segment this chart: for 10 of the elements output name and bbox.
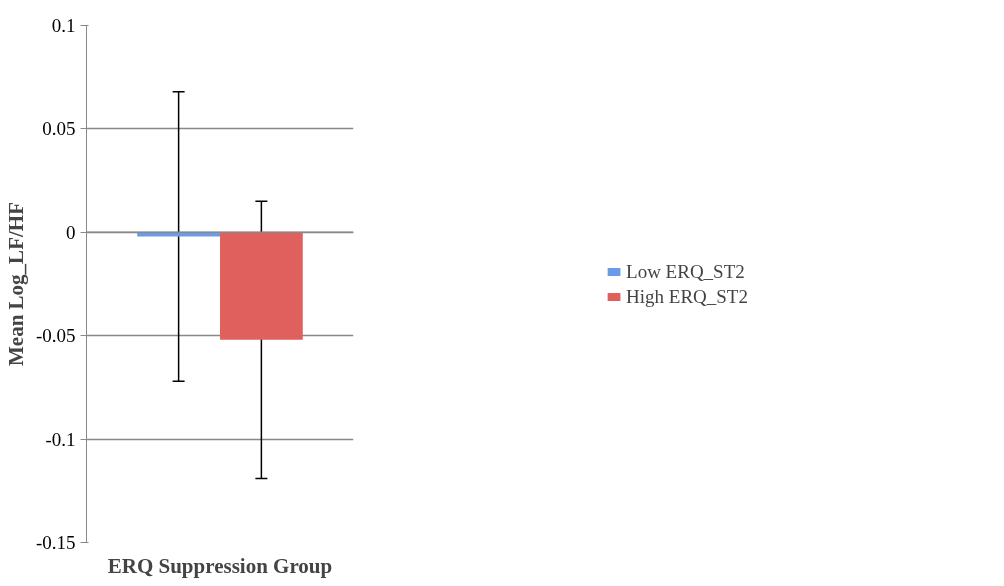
y-tick-label: 0 (66, 221, 76, 243)
y-tick-label: -0.1 (45, 428, 76, 450)
legend-label: Low ERQ_ST2 (626, 260, 745, 282)
x-axis-title: ERQ Suppression Group (107, 553, 333, 578)
y-tick-label: -0.15 (35, 532, 76, 553)
y-tick-label: -0.05 (35, 325, 76, 347)
y-tick-label: 0.1 (51, 15, 76, 36)
y-axis-title: Mean Log_LF/HF (3, 202, 28, 366)
y-tick-label: 0.05 (42, 118, 76, 140)
legend-label: High ERQ_ST2 (626, 285, 748, 307)
